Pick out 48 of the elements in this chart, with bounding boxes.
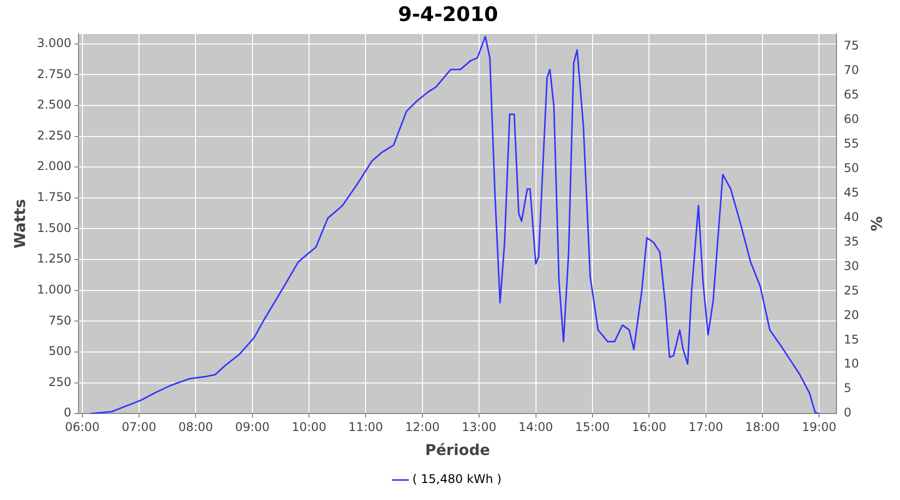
y2-tick-label: 15 [844, 332, 860, 346]
y2-tick-label: 35 [844, 234, 860, 248]
y-tick-label: 1.250 [36, 252, 72, 266]
y2-tick-label: 75 [844, 38, 860, 52]
y2-tick-label: 25 [844, 283, 860, 298]
y-tick-label: 1.000 [36, 282, 72, 296]
y2-axis-title: % [867, 216, 886, 232]
x-tick-label: 10:00 [292, 420, 326, 434]
y2-tick-label: 60 [844, 112, 860, 126]
x-tick-label: 08:00 [178, 420, 213, 434]
y2-tick-label: 20 [844, 308, 860, 322]
y2-tick-label: 10 [844, 356, 860, 371]
x-tick-label: 17:00 [688, 420, 724, 434]
chart-title: 9-4-2010 [398, 2, 498, 26]
x-tick-label: 13:00 [462, 420, 496, 434]
legend-label: ( 15,480 kWh ) [412, 472, 502, 486]
y-tick-label: 3.000 [36, 36, 72, 50]
y2-tick-label: 55 [844, 136, 860, 150]
x-tick-label: 11:00 [348, 420, 384, 434]
x-tick-label: 15:00 [575, 420, 610, 434]
x-tick-label: 16:00 [632, 420, 666, 434]
y-tick-label: 500 [48, 344, 72, 358]
y-tick-label: 1.750 [36, 190, 72, 204]
y2-tick-label: 65 [844, 87, 860, 102]
y-tick-label: 2.500 [36, 98, 72, 112]
y2-tick-label: 5 [844, 381, 852, 396]
y-tick-label: 2.000 [36, 159, 72, 174]
x-tick-label: 18:00 [745, 420, 780, 434]
y-tick-label: 1.500 [36, 220, 72, 235]
y-tick-label: 250 [48, 374, 72, 389]
x-tick-label: 14:00 [518, 420, 554, 434]
y2-tick-label: 70 [844, 62, 860, 77]
y-tick-label: 0 [64, 406, 72, 420]
x-tick-label: 19:00 [802, 420, 836, 434]
y2-tick-label: 50 [844, 160, 860, 175]
y-tick-label: 750 [48, 313, 72, 328]
y2-tick-label: 0 [844, 406, 852, 420]
y-tick-label: 2.250 [36, 128, 72, 142]
y2-tick-label: 45 [844, 185, 860, 200]
y2-tick-label: 40 [844, 210, 860, 224]
y-axis-title: Watts [10, 199, 29, 249]
x-tick-label: 07:00 [122, 420, 156, 434]
x-tick-label: 12:00 [405, 420, 440, 434]
x-tick-label: 06:00 [65, 420, 100, 434]
x-tick-label: 09:00 [235, 420, 270, 434]
y-tick-label: 2.750 [36, 66, 72, 81]
x-axis-title: Période [425, 440, 490, 459]
y2-tick-label: 30 [844, 258, 860, 273]
